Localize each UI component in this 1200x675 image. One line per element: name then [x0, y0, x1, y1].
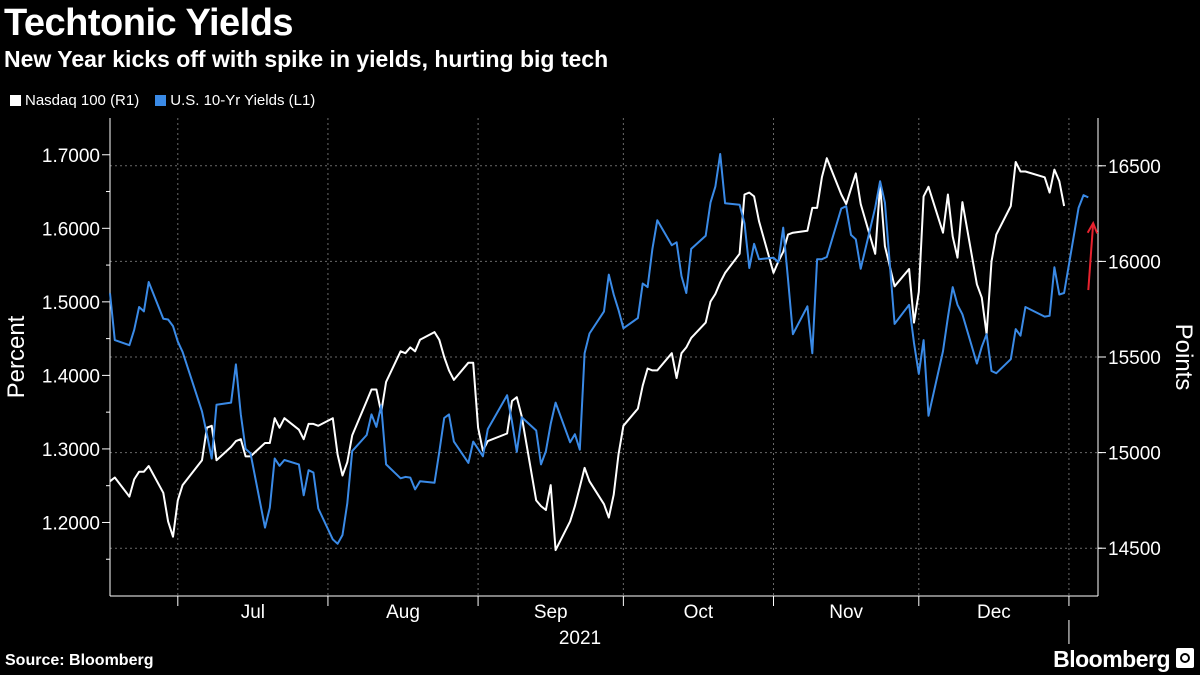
y-right-tick-label-1: 15000: [1108, 444, 1161, 465]
annotation-arrow-shaft: [1087, 223, 1095, 291]
source-note: Source: Bloomberg: [5, 652, 154, 669]
legend-item-yields: U.S. 10-Yr Yields (L1): [155, 92, 315, 109]
label-layer: Jul Aug Sep Oct Nov Dec 2021 1.2000 1.3000 1.4000…: [3, 146, 1197, 649]
y-left-axis-title: Percent: [3, 315, 30, 398]
chart-subtitle: New Year kicks off with spike in yields,…: [4, 46, 609, 72]
y-left-tick-label-3: 1.5000: [42, 293, 100, 314]
legend-label-nasdaq: Nasdaq 100 (R1): [25, 92, 140, 109]
y-right-tick-label-0: 14500: [1108, 539, 1161, 560]
legend-label-yields: U.S. 10-Yr Yields (L1): [170, 92, 316, 109]
y-left-tick-label-5: 1.7000: [42, 146, 100, 167]
y-left-tick-label-2: 1.4000: [42, 366, 100, 387]
y-right-tick-label-4: 16500: [1108, 157, 1161, 178]
x-year-label: 2021: [559, 628, 601, 649]
x-tick-label-dec: Dec: [977, 602, 1011, 623]
chart-title: Techtonic Yields: [4, 2, 294, 44]
legend: Nasdaq 100 (R1) U.S. 10-Yr Yields (L1): [10, 92, 315, 109]
x-tick-label-sep: Sep: [534, 602, 568, 623]
y-right-tick-label-3: 16000: [1108, 252, 1161, 273]
x-tick-label-aug: Aug: [386, 602, 420, 623]
legend-swatch-yields: [155, 95, 167, 106]
bloomberg-app-icon: [1176, 648, 1194, 668]
legend-swatch-nasdaq: [10, 95, 21, 106]
series-layer: [109, 153, 1099, 552]
bloomberg-logo: Bloomberg: [1053, 646, 1170, 672]
y-right-tick-label-2: 15500: [1108, 348, 1161, 369]
grid-layer: [110, 118, 1098, 596]
y-left-tick-label-4: 1.6000: [42, 219, 100, 240]
series-line-yields: [109, 153, 1089, 545]
axis-layer: [102, 118, 1106, 644]
y-right-axis-title: Points: [1170, 324, 1197, 391]
x-tick-label-oct: Oct: [684, 602, 714, 623]
x-tick-label-jul: Jul: [241, 602, 265, 623]
x-tick-label-nov: Nov: [829, 602, 863, 623]
legend-item-nasdaq: Nasdaq 100 (R1): [10, 92, 139, 109]
y-left-tick-label-0: 1.2000: [42, 513, 100, 534]
annotation-arrow-head: [1086, 220, 1099, 234]
y-left-tick-label-1: 1.3000: [42, 440, 100, 461]
series-line-nasdaq: [109, 157, 1066, 552]
